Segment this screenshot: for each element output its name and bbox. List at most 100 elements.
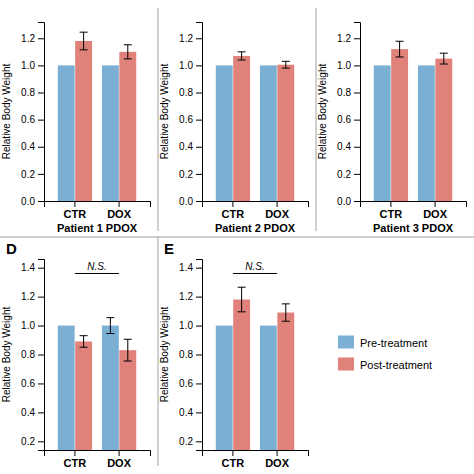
- error-bar-cap: [282, 61, 290, 62]
- y-tick-mark: [38, 201, 44, 202]
- error-bar: [238, 287, 246, 312]
- x-axis: CTRDOX: [361, 201, 467, 220]
- y-tick-label: 0.2: [21, 436, 35, 447]
- error-bar-stem: [127, 45, 128, 59]
- x-tick-mark: [74, 450, 75, 456]
- y-tick-label: 0.0: [21, 196, 35, 207]
- bar: [233, 300, 250, 450]
- plot-area: [58, 32, 136, 201]
- bar: [216, 326, 233, 450]
- y-tick-mark: [38, 147, 44, 148]
- y-tick: 0.6: [179, 378, 202, 389]
- x-tick-label: DOX: [107, 208, 132, 220]
- y-tick-mark: [38, 441, 44, 442]
- y-tick-label: 0.4: [337, 141, 351, 152]
- error-bar-cap: [80, 32, 88, 33]
- y-tick: 1.0: [179, 60, 202, 71]
- error-bar-stem: [241, 287, 242, 312]
- y-tick: 1.2: [21, 291, 44, 302]
- y-tick-label: 1.2: [21, 33, 35, 44]
- series: [391, 49, 452, 201]
- x-tick-label: DOX: [107, 457, 132, 469]
- separator: [316, 8, 317, 231]
- y-tick: 0.0: [337, 196, 360, 207]
- x-tick-mark: [390, 201, 391, 207]
- y-tick-label: 0.0: [179, 196, 193, 207]
- error-bar-cap: [238, 59, 246, 60]
- error-bar: [106, 318, 114, 334]
- y-tick-mark: [196, 412, 202, 413]
- panel: 0.20.40.60.81.01.21.4CTRDOXN.S.Relative …: [159, 260, 309, 471]
- error-bar: [80, 32, 88, 50]
- bar: [260, 326, 277, 450]
- error-bar-stem: [83, 336, 84, 348]
- x-tick-mark: [119, 201, 120, 207]
- series: [58, 326, 119, 450]
- y-axis-title: Relative Body Weight: [317, 64, 328, 160]
- y-tick-mark: [354, 120, 360, 121]
- x-tick-label: CTR: [222, 457, 245, 469]
- bar: [418, 65, 435, 201]
- y-tick-label: 0.8: [179, 87, 193, 98]
- panel: 0.20.40.60.81.01.21.4CTRDOXN.S.Relative …: [1, 260, 151, 471]
- x-axis-title: Patient 3 PDOX: [373, 222, 454, 234]
- y-tick-mark: [196, 174, 202, 175]
- y-tick-label: 0.2: [337, 169, 351, 180]
- y-tick: 0.8: [179, 349, 202, 360]
- x-tick-mark: [277, 201, 278, 207]
- x-tick: CTR: [222, 450, 245, 469]
- y-tick-label: 0.8: [337, 87, 351, 98]
- error-bar-cap: [440, 53, 448, 54]
- error-bar: [80, 336, 88, 348]
- y-tick: 0.8: [21, 349, 44, 360]
- x-tick-mark: [119, 450, 120, 456]
- x-tick-mark: [74, 201, 75, 207]
- plot-area: [58, 318, 136, 450]
- y-tick: 0.4: [21, 141, 44, 152]
- bar: [102, 326, 119, 450]
- y-tick-mark: [354, 65, 360, 66]
- error-bar-cap: [124, 339, 132, 340]
- panel: 0.00.20.40.60.81.01.2CTRDOXRelative Body…: [1, 23, 151, 235]
- y-tick-mark: [38, 120, 44, 121]
- error-bar-cap: [124, 58, 132, 59]
- x-tick: DOX: [423, 201, 448, 220]
- y-tick-label: 0.2: [179, 436, 193, 447]
- significance-line: [75, 273, 119, 274]
- y-tick: 0.2: [179, 436, 202, 447]
- x-tick-mark: [232, 201, 233, 207]
- y-tick-label: 0.6: [21, 114, 35, 125]
- y-tick: 1.2: [179, 291, 202, 302]
- error-bar-cap: [396, 41, 404, 42]
- error-bar-stem: [127, 339, 128, 361]
- y-tick: 0.0: [179, 196, 202, 207]
- y-tick-mark: [354, 147, 360, 148]
- y-tick-mark: [196, 147, 202, 148]
- error-bar-cap: [282, 321, 290, 322]
- plot-area: [374, 41, 452, 201]
- error-bar-stem: [399, 41, 400, 57]
- x-axis-title: Patient 1 PDOX: [57, 222, 138, 234]
- y-axis: 0.20.40.60.81.01.21.4: [21, 260, 44, 451]
- bar: [58, 65, 75, 201]
- error-bar-cap: [396, 56, 404, 57]
- y-tick-mark: [196, 201, 202, 202]
- significance-line: [233, 273, 277, 274]
- bar: [374, 65, 391, 201]
- y-tick-label: 1.0: [337, 60, 351, 71]
- x-tick-mark: [232, 450, 233, 456]
- y-tick-label: 0.8: [21, 87, 35, 98]
- y-tick-mark: [38, 268, 44, 269]
- panel-label: D: [6, 240, 17, 257]
- error-bar-cap: [124, 361, 132, 362]
- y-axis-line: [196, 260, 203, 451]
- panel: 0.00.20.40.60.81.01.2CTRDOXRelative Body…: [317, 23, 467, 235]
- plot-area: [216, 287, 294, 450]
- x-axis: CTRDOX: [45, 450, 151, 469]
- y-tick-label: 1.4: [179, 262, 193, 273]
- figure: 0.00.20.40.60.81.01.2CTRDOXRelative Body…: [0, 0, 474, 474]
- x-tick-label: DOX: [265, 208, 290, 220]
- y-axis-title: Relative Body Weight: [159, 64, 170, 160]
- error-bar: [396, 41, 404, 57]
- series: [75, 341, 136, 450]
